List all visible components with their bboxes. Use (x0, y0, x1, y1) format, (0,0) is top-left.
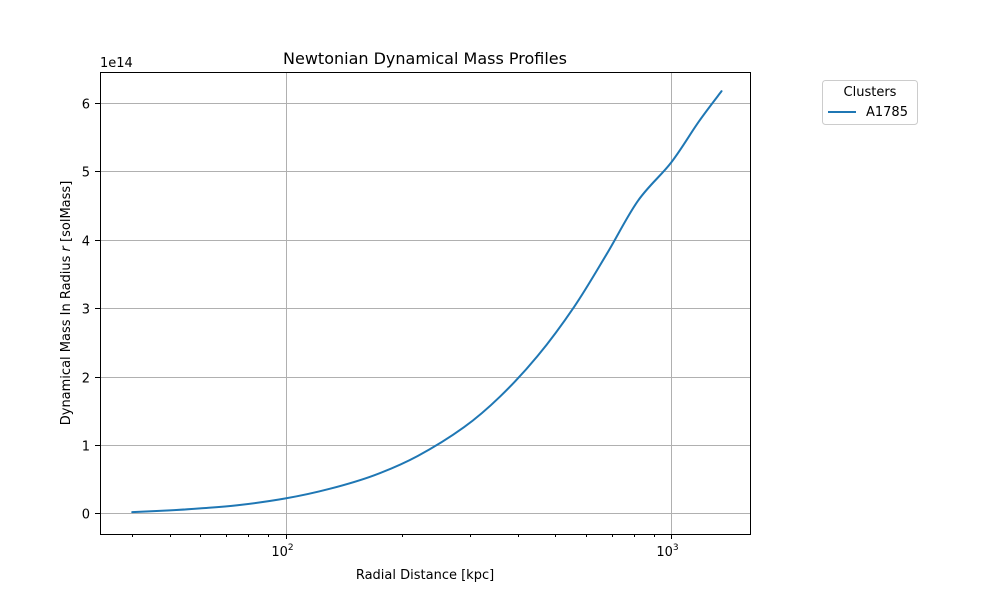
legend-box (822, 80, 918, 125)
y-tick-label: 6 (82, 98, 90, 113)
y-tick-label: 5 (82, 166, 90, 181)
y-axis: 0 1 2 3 4 5 6 (82, 98, 100, 523)
x-tick-label: 103 (656, 543, 678, 560)
y-tick-label: 0 (82, 508, 90, 523)
y-offset-label: 1e14 (100, 56, 133, 71)
y-axis-label-suffix: [solMass] (59, 181, 74, 246)
legend: Clusters A1785 (822, 80, 918, 125)
series-layer (131, 90, 723, 514)
y-axis-label-variable: r (59, 244, 74, 251)
grid (100, 72, 750, 534)
legend-title: Clusters (844, 85, 897, 100)
legend-entry-a1785: A1785 (866, 105, 908, 120)
x-tick-label: 102 (271, 543, 293, 560)
y-tick-label: 4 (82, 235, 90, 250)
series-line-a1785 (131, 90, 723, 514)
x-axis: 102 103 (132, 534, 679, 560)
y-tick-label: 3 (82, 303, 90, 318)
x-axis-label: Radial Distance [kpc] (356, 568, 494, 583)
chart-title: Newtonian Dynamical Mass Profiles (283, 49, 567, 68)
y-tick-label: 1 (82, 440, 90, 455)
plot-area-frame (100, 72, 751, 535)
y-tick-label: 2 (82, 372, 90, 387)
y-axis-label: Dynamical Mass In Radius r [solMass] (59, 181, 74, 426)
y-axis-label-prefix: Dynamical Mass In Radius (59, 251, 74, 425)
